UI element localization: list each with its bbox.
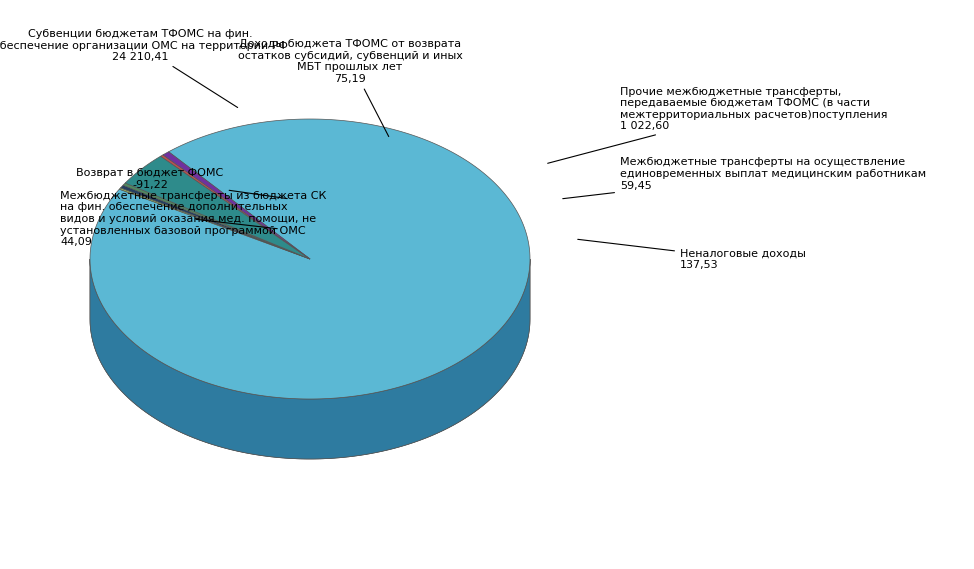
Text: Прочие межбюджетные трансферты,
передаваемые бюджетам ТФОМС (в части
межтерритор: Прочие межбюджетные трансферты, передава…: [547, 86, 887, 163]
Polygon shape: [90, 259, 530, 459]
Polygon shape: [90, 259, 530, 459]
Polygon shape: [90, 119, 530, 399]
Text: Доходы бюджета ТФОМС от возврата
остатков субсидий, субвенций и иных
МБТ прошлых: Доходы бюджета ТФОМС от возврата остатко…: [238, 39, 463, 137]
Text: Субвенции бюджетам ТФОМС на фин.
обеспечение организации ОМС на территории РФ
24: Субвенции бюджетам ТФОМС на фин. обеспеч…: [0, 29, 287, 108]
Polygon shape: [163, 152, 310, 259]
Polygon shape: [161, 155, 310, 259]
Text: Неналоговые доходы
137,53: Неналоговые доходы 137,53: [578, 240, 805, 270]
Text: Межбюджетные трансферты из бюджета СК
на фин. обеспечение дополнительных
видов и: Межбюджетные трансферты из бюджета СК на…: [60, 191, 326, 247]
Polygon shape: [121, 185, 310, 259]
Polygon shape: [126, 156, 310, 259]
Text: Межбюджетные трансферты на осуществление
единовременных выплат медицинским работ: Межбюджетные трансферты на осуществление…: [563, 158, 926, 199]
Text: Возврат в бюджет ФОМС
-91,22: Возврат в бюджет ФОМС -91,22: [76, 168, 287, 199]
Polygon shape: [123, 183, 310, 259]
Polygon shape: [120, 188, 310, 259]
